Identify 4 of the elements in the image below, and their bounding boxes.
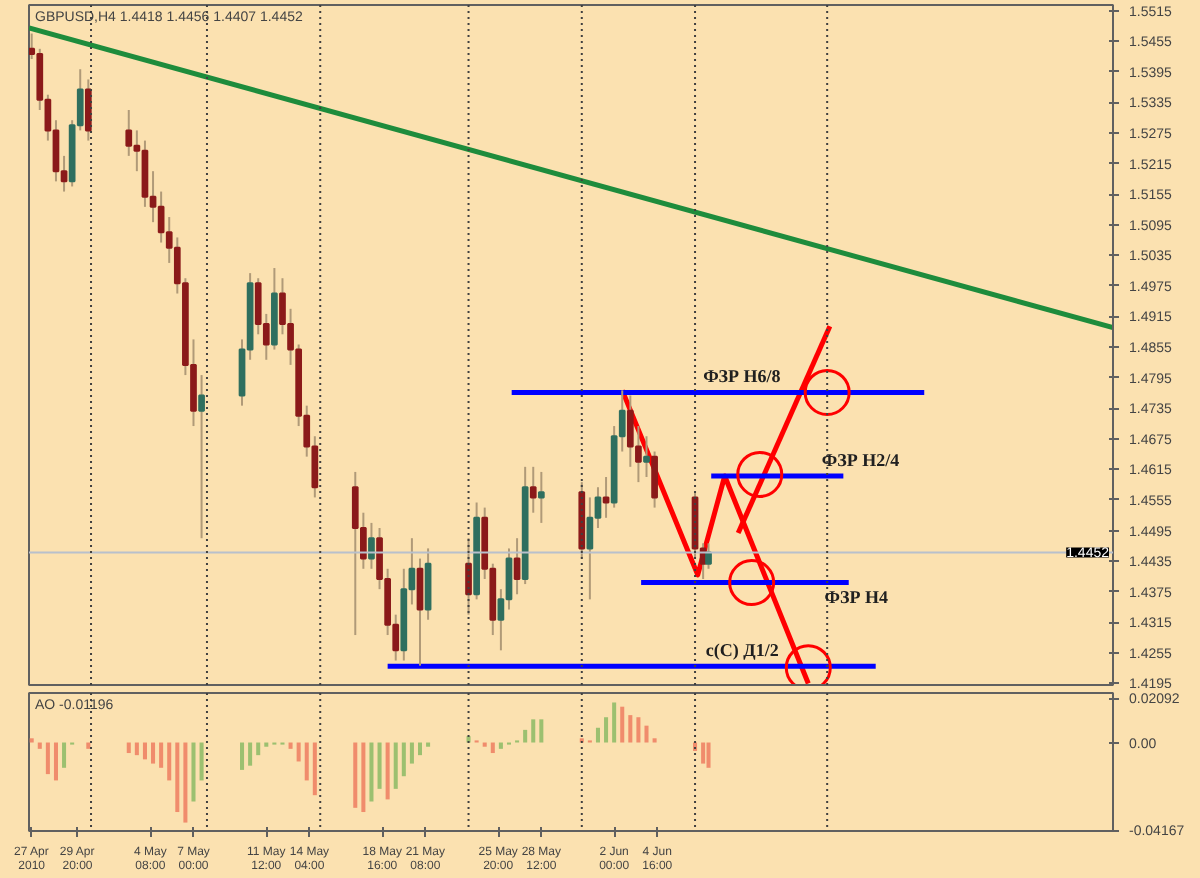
annotation: c(C) Д1/2 (705, 640, 780, 661)
annotation: ФЗР Н2/4 (821, 450, 901, 470)
annotation: ФЗР Н6/8 (703, 366, 782, 387)
annotation: ФЗР Н4 (824, 586, 889, 607)
